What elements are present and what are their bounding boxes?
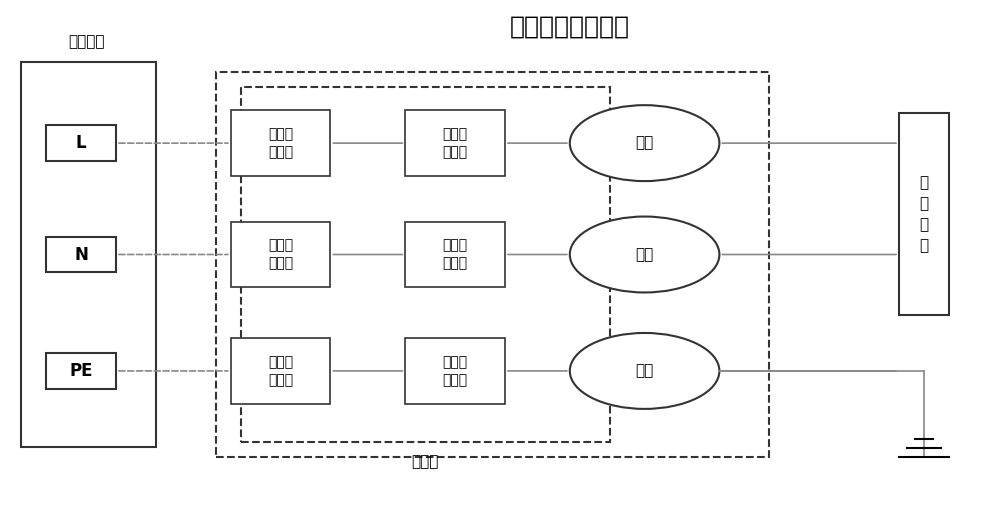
Text: 火线输
出端子: 火线输 出端子	[443, 127, 468, 159]
Text: 变
频
电
器: 变 频 电 器	[919, 175, 928, 253]
Text: 火线输
入端子: 火线输 入端子	[268, 127, 293, 159]
FancyBboxPatch shape	[231, 338, 330, 404]
Text: N: N	[74, 245, 88, 264]
Circle shape	[570, 216, 719, 293]
Text: 磁环: 磁环	[635, 363, 654, 378]
Text: 接线盘: 接线盘	[412, 455, 439, 469]
Text: 地线输
出端子: 地线输 出端子	[443, 355, 468, 387]
Text: L: L	[76, 134, 86, 152]
Text: 零线输
出端子: 零线输 出端子	[443, 238, 468, 271]
FancyBboxPatch shape	[231, 110, 330, 176]
Text: 交流电源: 交流电源	[68, 35, 104, 49]
Circle shape	[570, 105, 719, 181]
Text: 磁环: 磁环	[635, 135, 654, 151]
FancyBboxPatch shape	[46, 353, 116, 389]
FancyBboxPatch shape	[899, 113, 949, 315]
FancyBboxPatch shape	[231, 221, 330, 288]
Text: PE: PE	[69, 362, 93, 380]
Text: 零线输
入端子: 零线输 入端子	[268, 238, 293, 271]
FancyBboxPatch shape	[405, 338, 505, 404]
FancyBboxPatch shape	[405, 221, 505, 288]
Circle shape	[570, 333, 719, 409]
Text: 地线输
入端子: 地线输 入端子	[268, 355, 293, 387]
FancyBboxPatch shape	[46, 237, 116, 272]
Text: 共模干扰抑制装置: 共模干扰抑制装置	[510, 15, 630, 39]
FancyBboxPatch shape	[405, 110, 505, 176]
FancyBboxPatch shape	[21, 62, 156, 447]
FancyBboxPatch shape	[46, 125, 116, 161]
Text: 磁环: 磁环	[635, 247, 654, 262]
